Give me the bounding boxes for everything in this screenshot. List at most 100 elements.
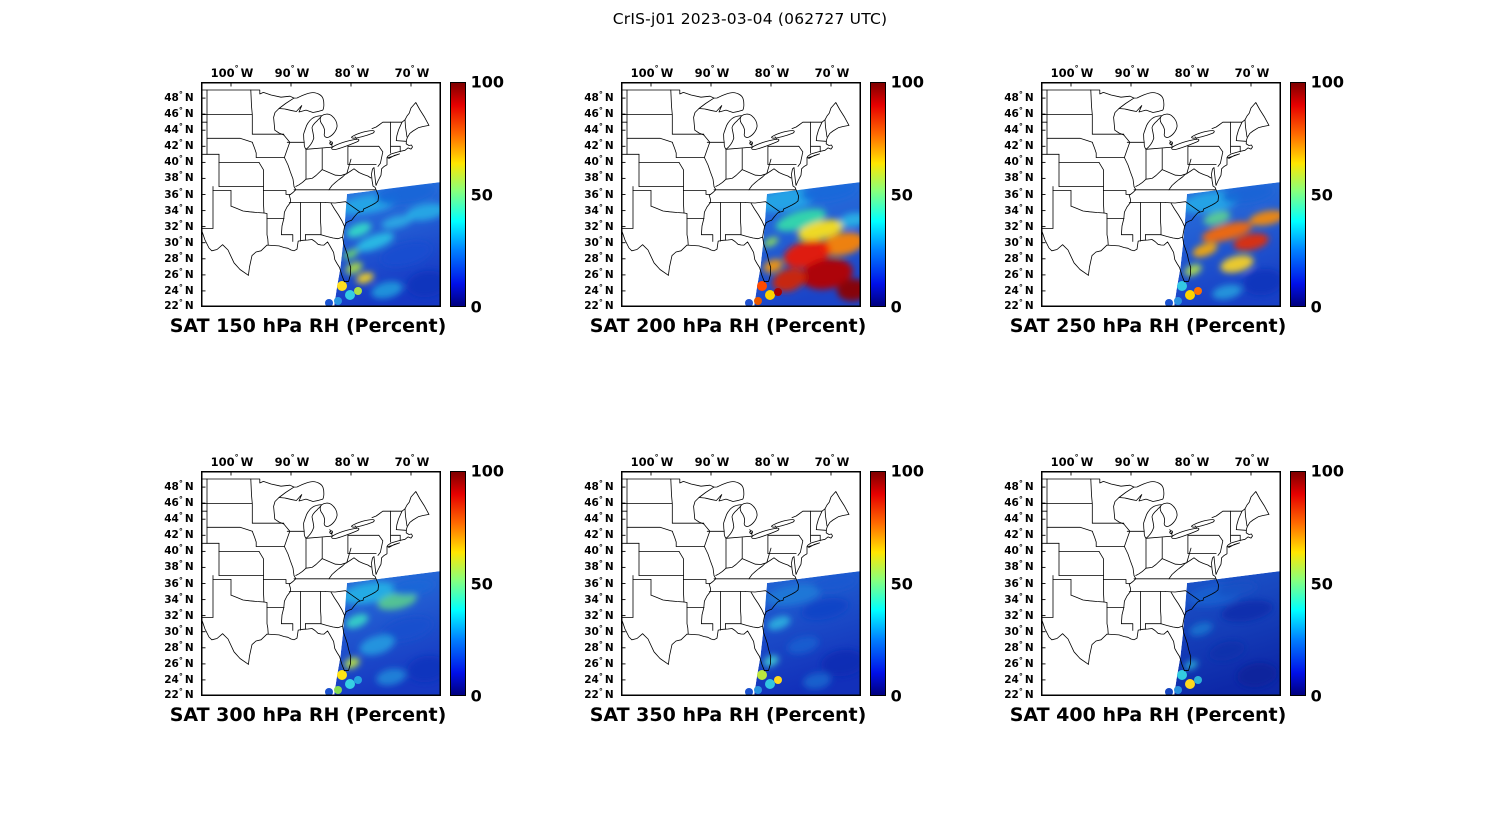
y-tick-label: 46° N xyxy=(1004,495,1034,510)
degree-symbol: ° xyxy=(178,298,183,308)
y-tick-label: 36° N xyxy=(1004,575,1034,590)
y-tick-label: 38° N xyxy=(164,170,194,185)
panel-inner: 100° W 90° W 80° W 70° W 48° N 46° N 44° N 42° N 40° N 38… xyxy=(570,62,930,338)
x-tick-label: 100° W xyxy=(630,453,674,470)
degree-symbol: ° xyxy=(1018,266,1023,276)
y-tick-label: 32° N xyxy=(164,218,194,233)
degree-symbol: ° xyxy=(290,453,295,462)
degree-symbol: ° xyxy=(1018,106,1023,116)
colorbar-column: 100 50 0 xyxy=(449,73,510,317)
degree-symbol: ° xyxy=(1018,687,1023,697)
panel-inner: 100° W 90° W 80° W 70° W 48° N 46° N 44° N 42° N 40° N 38… xyxy=(990,62,1350,338)
x-tick-label: 80° W xyxy=(1174,64,1210,81)
degree-symbol: ° xyxy=(598,250,603,260)
y-tick-label: 36° N xyxy=(584,186,614,201)
degree-symbol: ° xyxy=(178,154,183,164)
x-tick-label: 70° W xyxy=(1234,453,1270,470)
degree-symbol: ° xyxy=(1018,591,1023,601)
fov-footprint-dot xyxy=(1176,281,1187,291)
fov-footprint-dot xyxy=(753,686,762,694)
panel-body: 48° N 46° N 44° N 42° N 40° N 38° N 36° N 34° N 32° N 30° N… xyxy=(150,73,510,317)
degree-symbol: ° xyxy=(1018,138,1023,148)
degree-symbol: ° xyxy=(178,543,183,553)
x-axis-tick-labels: 100° W 90° W 80° W 70° W xyxy=(202,451,442,471)
x-tick-label: 70° W xyxy=(814,453,850,470)
y-tick-label: 22° N xyxy=(1004,687,1034,702)
map-canvas xyxy=(1040,82,1281,307)
fov-footprint-dot xyxy=(756,670,767,680)
y-tick-label: 42° N xyxy=(584,138,614,153)
degree-symbol: ° xyxy=(1018,607,1023,617)
degree-symbol: ° xyxy=(1018,527,1023,537)
panel-grid: 100° W 90° W 80° W 70° W 48° N 46° N 44° N 42° N 40° N 38… xyxy=(0,62,1500,727)
y-tick-label: 24° N xyxy=(584,671,614,686)
degree-symbol: ° xyxy=(830,453,835,462)
degree-symbol: ° xyxy=(178,170,183,180)
degree-symbol: ° xyxy=(598,671,603,681)
rh-panel-200-hpa: 100° W 90° W 80° W 70° W 48° N 46° N 44° N 42° N 40° N 38… xyxy=(540,62,960,338)
map-canvas xyxy=(200,82,441,307)
y-tick-label: 22° N xyxy=(164,687,194,702)
y-tick-label: 32° N xyxy=(584,218,614,233)
degree-symbol: ° xyxy=(598,623,603,633)
y-tick-label: 48° N xyxy=(1004,479,1034,494)
y-tick-label: 46° N xyxy=(584,495,614,510)
map-svg xyxy=(620,82,861,307)
y-tick-label: 44° N xyxy=(164,122,194,137)
rh-swath xyxy=(333,571,441,696)
fov-footprint-dot xyxy=(764,679,775,689)
fov-footprint-dot xyxy=(753,297,762,305)
degree-symbol: ° xyxy=(1018,170,1023,180)
fov-footprint-dot xyxy=(756,281,767,291)
y-tick-label: 44° N xyxy=(164,511,194,526)
degree-symbol: ° xyxy=(598,655,603,665)
degree-symbol: ° xyxy=(178,559,183,569)
fov-footprint-dot xyxy=(1173,297,1182,305)
y-tick-label: 36° N xyxy=(164,186,194,201)
y-tick-label: 30° N xyxy=(164,623,194,638)
rh-panel-250-hpa: 100° W 90° W 80° W 70° W 48° N 46° N 44° N 42° N 40° N 38… xyxy=(960,62,1380,338)
rh-swath xyxy=(1173,182,1281,307)
degree-symbol: ° xyxy=(598,106,603,116)
degree-symbol: ° xyxy=(598,687,603,697)
axis-tick-marks xyxy=(200,82,412,307)
degree-symbol: ° xyxy=(178,639,183,649)
degree-symbol: ° xyxy=(178,90,183,100)
degree-symbol: ° xyxy=(1018,575,1023,585)
colorbar-tick-label: 0 xyxy=(470,686,482,706)
degree-symbol: ° xyxy=(1018,511,1023,521)
y-tick-label: 22° N xyxy=(584,687,614,702)
x-tick-label: 90° W xyxy=(1114,453,1150,470)
fov-footprint-dot xyxy=(336,281,347,291)
colorbar-tick-label: 50 xyxy=(470,185,493,204)
y-tick-label: 24° N xyxy=(584,282,614,297)
degree-symbol: ° xyxy=(1018,298,1023,308)
degree-symbol: ° xyxy=(598,138,603,148)
panel-inner: 100° W 90° W 80° W 70° W 48° N 46° N 44° N 42° N 40° N 38… xyxy=(990,451,1350,727)
panel-body: 48° N 46° N 44° N 42° N 40° N 38° N 36° N 34° N 32° N 30° N… xyxy=(990,73,1350,317)
map-canvas xyxy=(620,471,861,696)
colorbar-tick-labels: 100 50 0 xyxy=(891,462,932,706)
degree-symbol: ° xyxy=(598,186,603,196)
y-tick-label: 38° N xyxy=(164,559,194,574)
degree-symbol: ° xyxy=(598,122,603,132)
degree-symbol: ° xyxy=(598,575,603,585)
y-tick-label: 34° N xyxy=(584,202,614,217)
map-canvas xyxy=(1040,471,1281,696)
degree-symbol: ° xyxy=(1018,282,1023,292)
y-tick-label: 48° N xyxy=(584,479,614,494)
y-tick-label: 48° N xyxy=(584,90,614,105)
x-tick-label: 100° W xyxy=(210,64,254,81)
y-tick-label: 34° N xyxy=(1004,202,1034,217)
panel-body: 48° N 46° N 44° N 42° N 40° N 38° N 36° N 34° N 32° N 30° N… xyxy=(570,73,930,317)
y-tick-label: 40° N xyxy=(1004,543,1034,558)
degree-symbol: ° xyxy=(598,543,603,553)
state-boundaries xyxy=(1040,478,1270,672)
fov-footprint-dot xyxy=(1173,686,1182,694)
colorbar-tick-label: 0 xyxy=(890,686,902,706)
fov-footprint-dot xyxy=(1164,299,1173,307)
y-tick-label: 42° N xyxy=(584,527,614,542)
degree-symbol: ° xyxy=(178,106,183,116)
x-tick-label: 100° W xyxy=(210,453,254,470)
degree-symbol: ° xyxy=(1018,90,1023,100)
